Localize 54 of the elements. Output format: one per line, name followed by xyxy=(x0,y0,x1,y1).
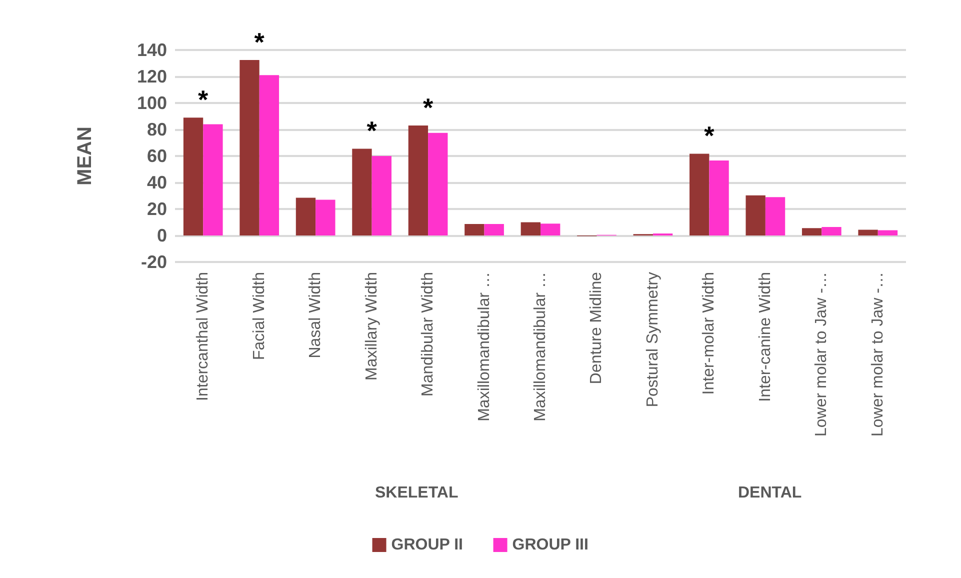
bar xyxy=(240,60,260,236)
bar xyxy=(259,75,280,236)
y-tick-label: 60 xyxy=(146,146,167,166)
x-tick-label: Lower molar to Jaw -… xyxy=(869,272,886,436)
x-tick-label: Inter-molar Width xyxy=(700,272,718,395)
x-tick-label: Maxillomandibular … xyxy=(476,272,493,422)
bar xyxy=(858,230,878,236)
bar xyxy=(316,200,336,236)
y-axis-title: MEAN xyxy=(74,126,96,186)
x-tick-label: Lower molar to Jaw -… xyxy=(813,272,830,436)
annotation: * xyxy=(704,120,716,151)
bar xyxy=(802,228,822,236)
x-tick-label: Postural Symmetry xyxy=(644,272,662,408)
bar xyxy=(540,224,560,236)
bar xyxy=(822,227,842,236)
annotation: * xyxy=(366,116,378,146)
bar xyxy=(372,156,392,236)
annotation: * xyxy=(254,26,266,57)
bar xyxy=(464,224,484,236)
x-tick-label: Nasal Width xyxy=(307,272,324,358)
x-tick-label: Maxillary Width xyxy=(363,272,380,380)
bar xyxy=(484,224,504,236)
bar xyxy=(428,132,448,236)
y-tick-label: 120 xyxy=(136,66,167,86)
x-tick-label: Facial Width xyxy=(250,272,268,360)
x-tick-label: Maxillomandibular … xyxy=(532,272,549,422)
bar xyxy=(709,160,729,236)
bar xyxy=(690,154,710,236)
x-tick-label: Mandibular Width xyxy=(420,272,437,396)
bar xyxy=(352,148,372,236)
annotation: * xyxy=(198,84,210,115)
x-tick-label: Intercanthal Width xyxy=(194,272,212,401)
bar xyxy=(183,118,204,236)
y-tick-label: 20 xyxy=(146,199,167,219)
bar xyxy=(408,126,428,236)
y-tick-label: 40 xyxy=(146,172,167,192)
x-tick-label: Denture Midline xyxy=(588,272,606,384)
bar xyxy=(520,222,540,236)
y-tick-label: 140 xyxy=(136,40,167,60)
y-tick-label: 100 xyxy=(136,93,167,113)
legend-label: GROUP II xyxy=(391,536,463,554)
bar xyxy=(203,124,223,236)
bar xyxy=(746,195,766,236)
y-tick-label: -20 xyxy=(140,252,167,272)
y-tick-label: 80 xyxy=(146,120,167,140)
annotation: * xyxy=(422,92,434,123)
text: DENTAL xyxy=(738,484,802,502)
x-tick-label: Inter-canine Width xyxy=(756,272,774,402)
text: SKELETAL xyxy=(375,484,458,502)
bar xyxy=(765,197,786,236)
legend-label: GROUP III xyxy=(512,536,588,554)
y-tick-label: 0 xyxy=(156,226,167,246)
bar xyxy=(878,230,898,236)
bar xyxy=(296,198,316,236)
